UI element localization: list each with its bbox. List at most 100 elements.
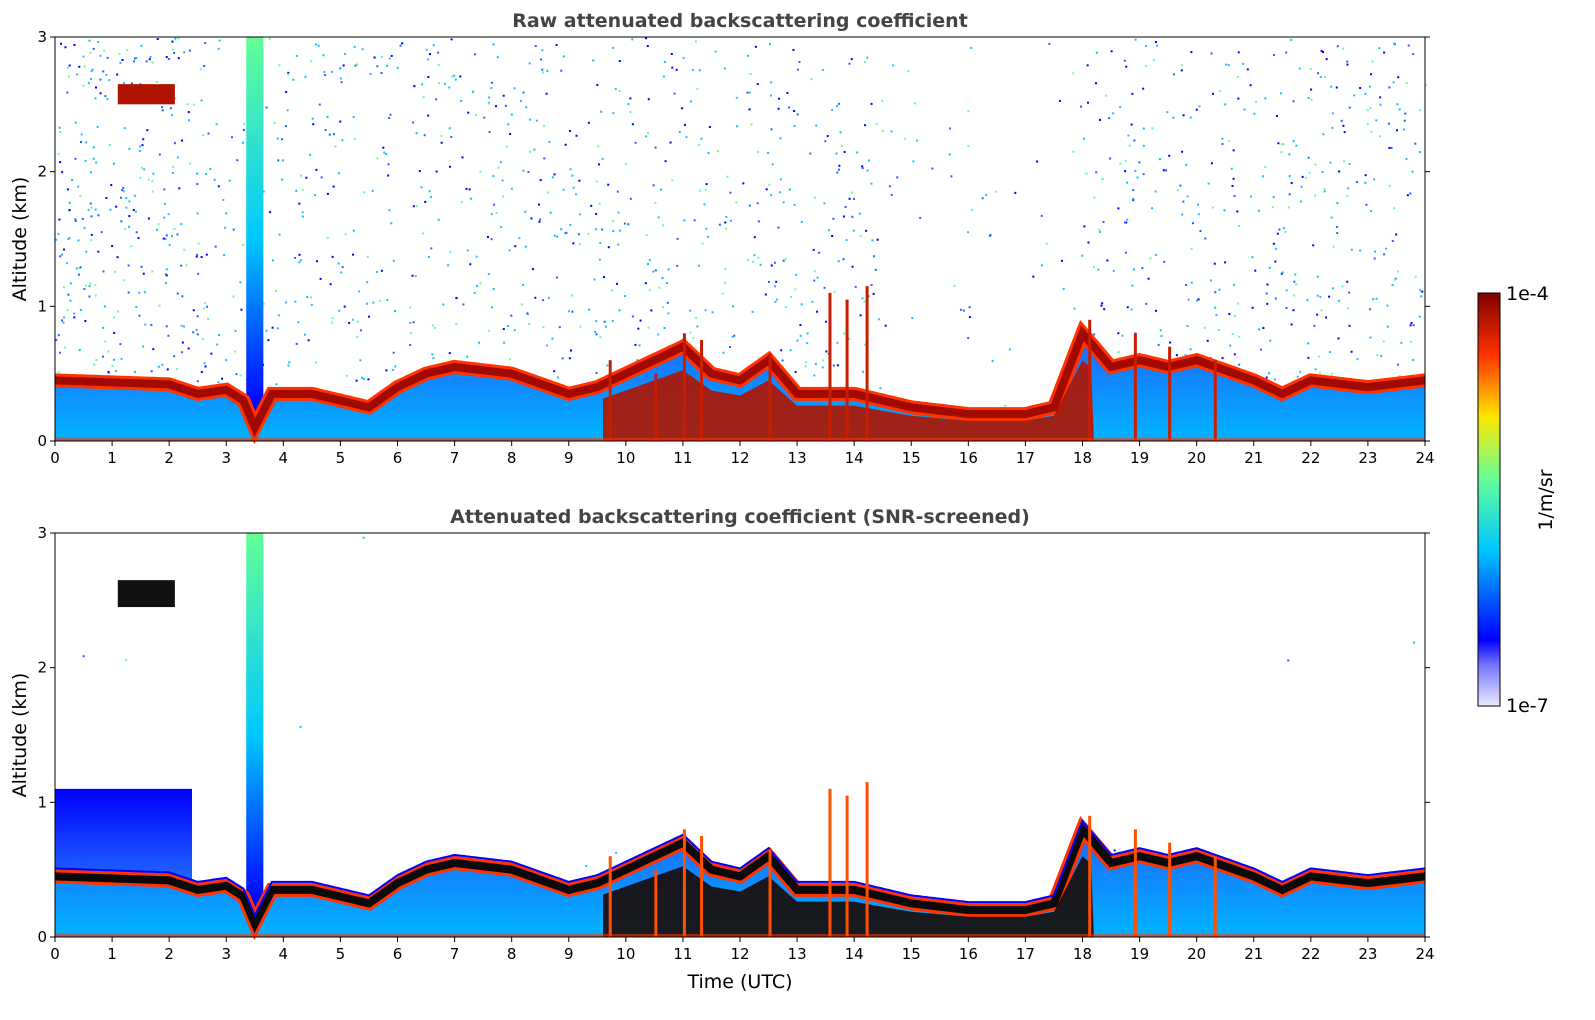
noise-pixel xyxy=(1156,44,1159,47)
noise-pixel xyxy=(1273,53,1276,56)
noise-pixel xyxy=(1085,172,1088,175)
noise-pixel xyxy=(592,59,595,62)
noise-pixel xyxy=(658,286,661,289)
noise-pixel xyxy=(62,248,65,251)
noise-pixel xyxy=(449,250,452,253)
noise-pixel xyxy=(851,215,854,218)
noise-pixel xyxy=(542,299,545,302)
noise-pixel xyxy=(768,183,771,186)
noise-pixel xyxy=(1117,332,1120,335)
noise-pixel xyxy=(196,172,199,175)
noise-pixel xyxy=(1266,283,1269,286)
noise-pixel xyxy=(85,141,88,144)
noise-pixel xyxy=(66,91,69,94)
noise-pixel xyxy=(469,263,472,266)
noise-pixel xyxy=(1189,348,1192,351)
noise-pixel xyxy=(1265,376,1268,379)
noise-pixel xyxy=(475,284,478,287)
noise-pixel xyxy=(311,117,314,120)
x-tick-label: 14 xyxy=(845,449,864,467)
noise-pixel xyxy=(562,55,565,58)
noise-pixel xyxy=(92,47,95,50)
noise-pixel xyxy=(376,157,379,160)
noise-pixel xyxy=(135,306,138,309)
panel-screened: Attenuated backscattering coefficient (S… xyxy=(9,506,1435,993)
noise-pixel xyxy=(1414,142,1417,145)
noise-pixel xyxy=(62,286,65,289)
noise-pixel xyxy=(1347,187,1350,190)
noise-pixel xyxy=(842,215,845,218)
noise-pixel xyxy=(326,115,329,118)
noise-pixel xyxy=(90,233,93,236)
noise-pixel xyxy=(79,141,82,144)
noise-pixel xyxy=(273,121,276,124)
noise-pixel xyxy=(300,174,303,177)
noise-pixel xyxy=(323,70,326,73)
noise-pixel xyxy=(1210,162,1213,165)
noise-pixel xyxy=(571,294,574,297)
elevated-cloud-patch xyxy=(117,580,175,608)
noise-pixel xyxy=(171,235,174,238)
noise-pixel xyxy=(73,312,76,315)
noise-pixel xyxy=(356,63,359,66)
colorbar-unit-label: 1/m/sr xyxy=(1535,469,1557,530)
noise-pixel xyxy=(704,309,707,312)
noise-pixel xyxy=(176,367,179,370)
noise-pixel xyxy=(68,201,71,204)
noise-pixel xyxy=(1048,42,1051,45)
noise-pixel xyxy=(243,122,246,125)
noise-pixel xyxy=(749,72,752,75)
noise-pixel xyxy=(409,306,412,309)
noise-pixel xyxy=(667,312,670,315)
noise-pixel xyxy=(61,253,64,256)
noise-pixel xyxy=(823,202,826,205)
noise-pixel xyxy=(278,64,281,67)
noise-pixel xyxy=(94,97,97,100)
noise-pixel xyxy=(174,97,177,100)
noise-pixel xyxy=(624,295,627,298)
noise-pixel xyxy=(799,324,802,327)
noise-pixel xyxy=(345,374,348,377)
noise-pixel xyxy=(859,235,862,238)
noise-pixel xyxy=(415,205,418,208)
noise-pixel xyxy=(1300,185,1303,188)
noise-pixel xyxy=(502,94,505,97)
noise-pixel xyxy=(547,296,550,299)
noise-pixel xyxy=(1227,140,1230,143)
noise-pixel xyxy=(121,189,124,192)
noise-pixel xyxy=(501,179,504,182)
noise-pixel xyxy=(287,71,290,74)
noise-pixel xyxy=(814,362,817,365)
noise-pixel xyxy=(1378,135,1381,138)
noise-pixel xyxy=(1238,335,1241,338)
noise-pixel xyxy=(1300,200,1303,203)
noise-pixel xyxy=(497,166,500,169)
noise-pixel xyxy=(948,127,951,130)
noise-pixel xyxy=(181,139,184,142)
noise-pixel xyxy=(806,342,809,345)
noise-pixel xyxy=(146,129,149,132)
noise-pixel xyxy=(1395,129,1398,132)
noise-pixel xyxy=(754,45,757,48)
noise-pixel xyxy=(721,292,724,295)
noise-pixel xyxy=(1186,324,1189,327)
noise-pixel xyxy=(1041,264,1044,267)
noise-pixel xyxy=(1287,206,1290,209)
noise-pixel xyxy=(80,133,83,136)
noise-pixel xyxy=(215,123,218,126)
noise-pixel xyxy=(141,144,144,147)
noise-pixel xyxy=(303,333,306,336)
noise-pixel xyxy=(756,202,759,205)
noise-pixel xyxy=(298,253,301,256)
noise-pixel xyxy=(1353,94,1356,97)
noise-pixel xyxy=(657,333,660,336)
noise-pixel xyxy=(683,123,686,126)
noise-pixel xyxy=(57,371,60,374)
noise-pixel xyxy=(1142,173,1145,176)
noise-pixel xyxy=(64,346,67,349)
noise-pixel xyxy=(151,270,154,273)
noise-pixel xyxy=(483,116,486,119)
noise-pixel xyxy=(696,325,699,328)
noise-pixel xyxy=(1225,63,1228,66)
noise-pixel xyxy=(1364,174,1367,177)
